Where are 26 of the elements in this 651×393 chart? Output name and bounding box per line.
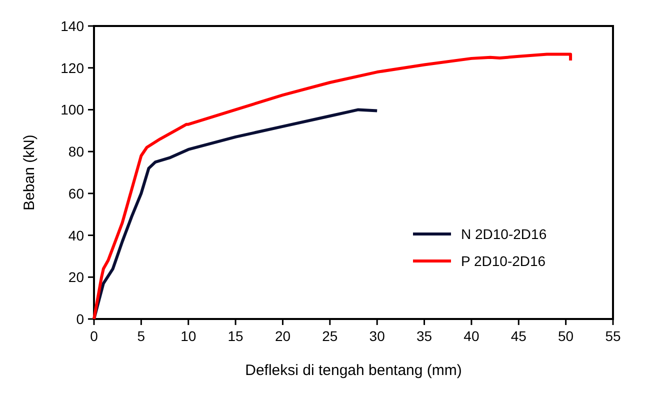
x-tick-label: 0 — [90, 328, 98, 344]
x-tick-label: 20 — [274, 328, 291, 344]
legend-label: N 2D10-2D16 — [461, 226, 547, 242]
x-tick-label: 30 — [369, 328, 386, 344]
x-tick-label: 10 — [180, 328, 196, 344]
y-tick-label: 20 — [68, 269, 84, 286]
x-tick-label: 45 — [510, 328, 527, 344]
line-series — [92, 108, 379, 320]
x-tick-label: 35 — [416, 328, 432, 344]
legend-label: P 2D10-2D16 — [461, 253, 546, 269]
x-tick-label: 50 — [558, 328, 574, 344]
x-tick-label: 40 — [464, 328, 480, 344]
x-tick-label: 25 — [322, 328, 338, 344]
y-tick-label: 100 — [60, 102, 84, 118]
y-tick-label: 80 — [68, 144, 84, 160]
line-series — [92, 52, 572, 320]
y-axis-title: Beban (kN) — [21, 134, 38, 210]
x-tick-label: 15 — [228, 328, 244, 344]
x-axis-title: Defleksi di tengah bentang (mm) — [245, 362, 462, 379]
x-tick-label: 55 — [605, 328, 621, 344]
y-tick-label: 60 — [68, 185, 84, 202]
y-tick-label: 140 — [60, 18, 84, 34]
y-tick-label: 0 — [76, 311, 84, 327]
x-tick-label: 5 — [137, 328, 146, 344]
y-tick-label: 120 — [60, 60, 84, 76]
y-tick-label: 40 — [68, 227, 84, 244]
